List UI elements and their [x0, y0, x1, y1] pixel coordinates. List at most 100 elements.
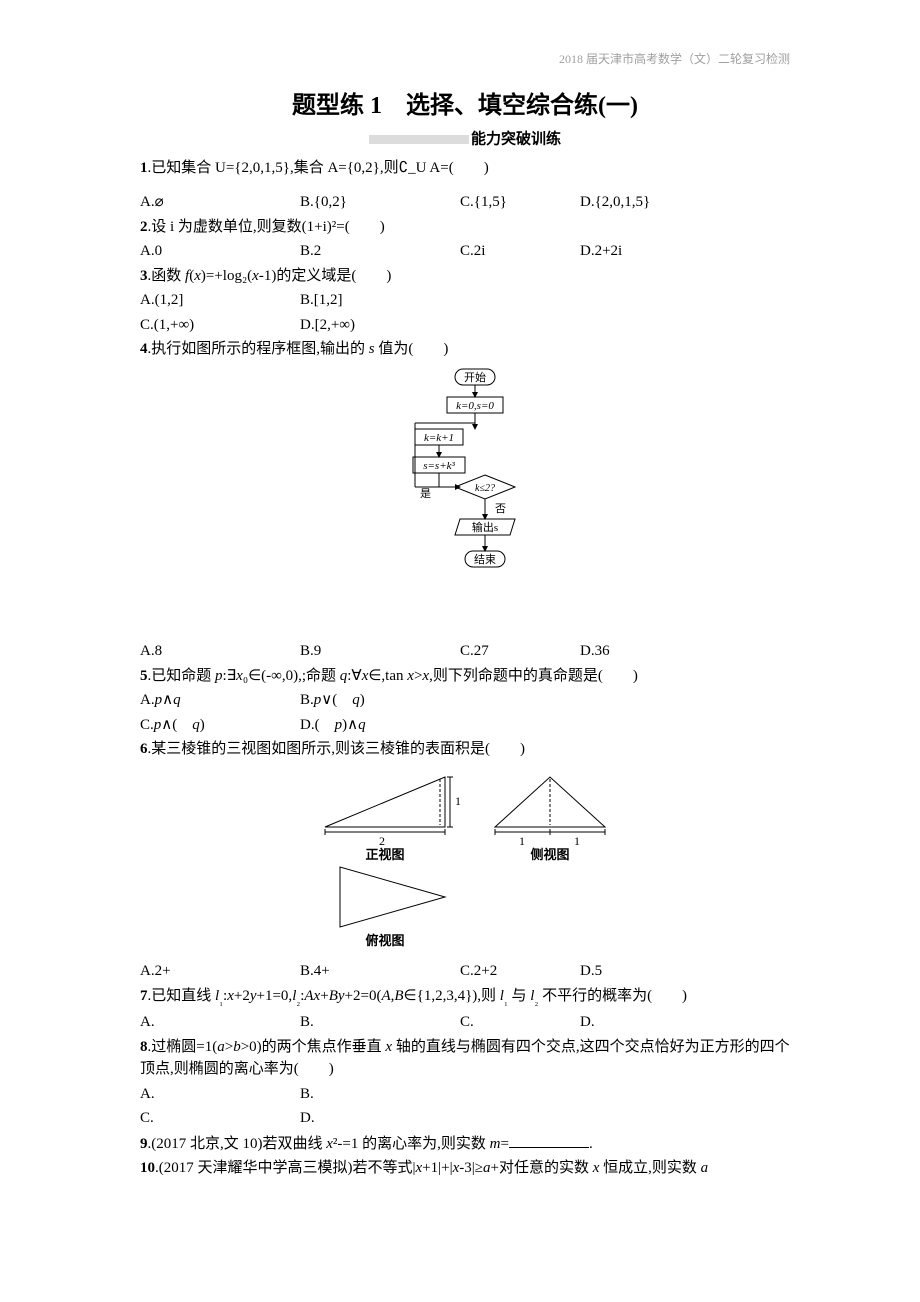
- q7-opt-d: D.: [580, 1011, 740, 1034]
- fc-inc: k=k+1: [424, 432, 454, 444]
- q8-a: .过椭圆=1(: [148, 1039, 218, 1055]
- q8-options-2: C. D.: [140, 1107, 790, 1130]
- q5-p: p: [215, 668, 223, 684]
- q1-opt-b: B.{0,2}: [300, 191, 460, 214]
- q6-text: .某三棱锥的三视图如图所示,则该三棱锥的表面积是( ): [148, 741, 526, 757]
- threeview-svg: 1 2 正视图 1 1 侧视图 俯视图: [305, 767, 625, 947]
- q4-text-a: .执行如图所示的程序框图,输出的: [148, 341, 369, 357]
- q5-opt-b: B.p∨( q): [300, 689, 460, 712]
- q5-num: 5: [140, 668, 148, 684]
- q2-text: .设 i 为虚数单位,则复数(1+i)²=( ): [148, 219, 385, 235]
- v-n2: 2: [379, 834, 385, 848]
- q3-num: 3: [140, 268, 148, 284]
- q4-opt-b: B.9: [300, 640, 460, 663]
- q10-e: 恒成立,则实数: [599, 1160, 700, 1176]
- q5-a: .已知命题: [148, 668, 216, 684]
- question-9: 9.(2017 北京,文 10)若双曲线 x²-=1 的离心率为,则实数 m=.: [140, 1132, 790, 1156]
- q5-opt-d: D.( p)∧q: [300, 714, 460, 737]
- v-n1b: 1: [519, 834, 525, 848]
- q5-opt-c: C.p∧( q): [140, 714, 300, 737]
- q2-opt-d: D.2+2i: [580, 240, 740, 263]
- q7-num: 7: [140, 988, 148, 1004]
- q4-text-b: 值为( ): [375, 341, 449, 357]
- q9-b: ²-=1 的离心率为,则实数: [333, 1136, 490, 1152]
- q4-num: 4: [140, 341, 148, 357]
- q1-opt-d: D.{2,0,1,5}: [580, 191, 740, 214]
- q6-num: 6: [140, 741, 148, 757]
- q6-opt-c: C.2+2: [460, 960, 580, 983]
- q7-a: .已知直线: [148, 988, 216, 1004]
- q8-c: >0)的两个焦点作垂直: [241, 1039, 386, 1055]
- q7-B: B: [329, 988, 338, 1004]
- q2-opt-c: C.2i: [460, 240, 580, 263]
- fc-start: 开始: [464, 370, 486, 384]
- q5-c: ∈(-∞,0),;命题: [248, 668, 340, 684]
- q6-opt-a: A.2+: [140, 960, 300, 983]
- q7-B2: B: [394, 988, 403, 1004]
- question-7: 7.已知直线 l₁:x+2y+1=0,l₂:Ax+By+2=0(A,B∈{1,2…: [140, 985, 790, 1010]
- q6-opt-d: D.5: [580, 960, 740, 983]
- q4-opt-c: C.27: [460, 640, 580, 663]
- q3-opt-a: A.(1,2]: [140, 289, 300, 312]
- question-6: 6.某三棱锥的三视图如图所示,则该三棱锥的表面积是( ): [140, 738, 790, 761]
- q7-k: 不平行的概率为( ): [538, 988, 687, 1004]
- q8-b: >: [225, 1039, 233, 1055]
- q7-d: +1=0,: [257, 988, 293, 1004]
- v-n1c: 1: [574, 834, 580, 848]
- q1-opt-a: A.⌀: [140, 191, 300, 214]
- q1-opt-c: C.{1,5}: [460, 191, 580, 214]
- question-3: 3.函数 f(x)=+log₂(x-1)的定义域是( ): [140, 265, 790, 288]
- question-2: 2.设 i 为虚数单位,则复数(1+i)²=( ): [140, 216, 790, 239]
- q2-opt-a: A.0: [140, 240, 300, 263]
- v-n1: 1: [455, 794, 461, 808]
- q10-av: a: [483, 1160, 491, 1176]
- q1-text: .已知集合 U={2,0,1,5},集合 A={0,2},则∁_U A=( ): [148, 160, 489, 176]
- q5-opt-a: A.p∧q: [140, 689, 300, 712]
- q1-num: 1: [140, 160, 148, 176]
- subtitle-row: 能力突破训练: [140, 128, 790, 151]
- v-side: 侧视图: [530, 847, 569, 862]
- q6-opt-b: B.4+: [300, 960, 460, 983]
- q3-x2: x: [252, 268, 259, 284]
- main-title: 题型练 1 选择、填空综合练(一): [140, 88, 790, 124]
- fc-cond: k≤2?: [475, 483, 495, 494]
- q3-opt-d: D.[2,+∞): [300, 314, 460, 337]
- q9-blank: [509, 1132, 589, 1148]
- q7-f: +: [320, 988, 328, 1004]
- q9-m: m: [490, 1136, 501, 1152]
- v-front: 正视图: [365, 847, 404, 862]
- q8-opt-d: D.: [300, 1107, 460, 1130]
- q3-opt-c: C.(1,+∞): [140, 314, 300, 337]
- q7-options: A. B. C. D.: [140, 1011, 790, 1034]
- q3-text-c: )=+log₂(: [201, 268, 252, 284]
- q9-x: x: [326, 1136, 333, 1152]
- q3-options-2: C.(1,+∞) D.[2,+∞): [140, 314, 790, 337]
- q5-e: ∈,tan: [368, 668, 407, 684]
- q5-options-2: C.p∧( q) D.( p)∧q: [140, 714, 790, 737]
- q7-i: ∈{1,2,3,4}),则: [404, 988, 500, 1004]
- q8-bv: b: [233, 1039, 241, 1055]
- fc-out: 输出s: [472, 520, 498, 534]
- question-5: 5.已知命题 p:∃x₀∈(-∞,0),;命题 q:∀x∈,tan x>x,则下…: [140, 665, 790, 688]
- q7-opt-b: B.: [300, 1011, 460, 1034]
- q5-g: ,则下列命题中的真命题是( ): [429, 668, 638, 684]
- q7-x1: x: [227, 988, 234, 1004]
- q8-opt-b: B.: [300, 1083, 460, 1106]
- q4-opt-d: D.36: [580, 640, 740, 663]
- q6-options: A.2+ B.4+ C.2+2 D.5: [140, 960, 790, 983]
- q8-num: 8: [140, 1039, 148, 1055]
- q2-num: 2: [140, 219, 148, 235]
- q5-d: :∀: [347, 668, 361, 684]
- q3-opt-b: B.[1,2]: [300, 289, 460, 312]
- q4-options: A.8 B.9 C.27 D.36: [140, 640, 790, 663]
- q8-av: a: [217, 1039, 225, 1055]
- q3-text-d: -1)的定义域是( ): [259, 268, 391, 284]
- fc-sum: s=s+k³: [423, 460, 455, 472]
- question-8: 8.过椭圆=1(a>b>0)的两个焦点作垂直 x 轴的直线与椭圆有四个交点,这四…: [140, 1036, 790, 1081]
- q9-c: =: [500, 1136, 508, 1152]
- flowchart-svg: 开始 k=0,s=0 k=k+1 s=s+k³ 是 k≤2? 否 输出s 结束: [365, 367, 565, 627]
- q10-a: .(2017 天津耀华中学高三模拟)若不等式|: [155, 1160, 416, 1176]
- q3-text-a: .函数: [148, 268, 186, 284]
- subtitle-bar: [369, 135, 469, 144]
- q7-opt-a: A.: [140, 1011, 300, 1034]
